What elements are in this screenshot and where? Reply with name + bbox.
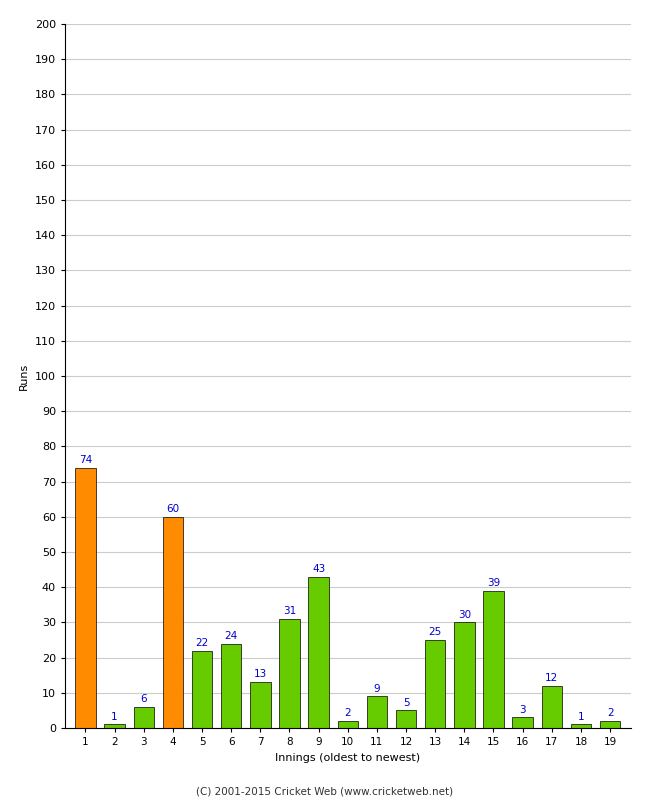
- Text: 2: 2: [344, 708, 351, 718]
- Text: 2: 2: [607, 708, 614, 718]
- Bar: [454, 622, 474, 728]
- Bar: [484, 590, 504, 728]
- Text: 6: 6: [140, 694, 147, 704]
- Bar: [337, 721, 358, 728]
- Text: 13: 13: [254, 670, 267, 679]
- Bar: [250, 682, 270, 728]
- Text: 31: 31: [283, 606, 296, 616]
- Text: 5: 5: [403, 698, 410, 707]
- Text: 1: 1: [578, 712, 584, 722]
- Text: 22: 22: [196, 638, 209, 648]
- Bar: [571, 725, 591, 728]
- Bar: [425, 640, 445, 728]
- Bar: [162, 517, 183, 728]
- Text: 24: 24: [224, 630, 238, 641]
- Text: 3: 3: [519, 705, 526, 714]
- Text: 1: 1: [111, 712, 118, 722]
- Bar: [221, 643, 241, 728]
- Bar: [541, 686, 562, 728]
- Text: 25: 25: [428, 627, 442, 637]
- Bar: [280, 619, 300, 728]
- Bar: [512, 718, 533, 728]
- Bar: [133, 707, 154, 728]
- Text: 43: 43: [312, 564, 325, 574]
- Text: 74: 74: [79, 454, 92, 465]
- Text: (C) 2001-2015 Cricket Web (www.cricketweb.net): (C) 2001-2015 Cricket Web (www.cricketwe…: [196, 786, 454, 796]
- Bar: [192, 650, 212, 728]
- Text: 30: 30: [458, 610, 471, 619]
- Text: 12: 12: [545, 673, 558, 683]
- Bar: [308, 577, 329, 728]
- Bar: [75, 467, 96, 728]
- Bar: [367, 696, 387, 728]
- Text: 39: 39: [487, 578, 500, 588]
- Bar: [600, 721, 620, 728]
- Y-axis label: Runs: Runs: [20, 362, 29, 390]
- X-axis label: Innings (oldest to newest): Innings (oldest to newest): [275, 753, 421, 762]
- Text: 60: 60: [166, 504, 179, 514]
- Text: 9: 9: [374, 683, 380, 694]
- Bar: [105, 725, 125, 728]
- Bar: [396, 710, 416, 728]
